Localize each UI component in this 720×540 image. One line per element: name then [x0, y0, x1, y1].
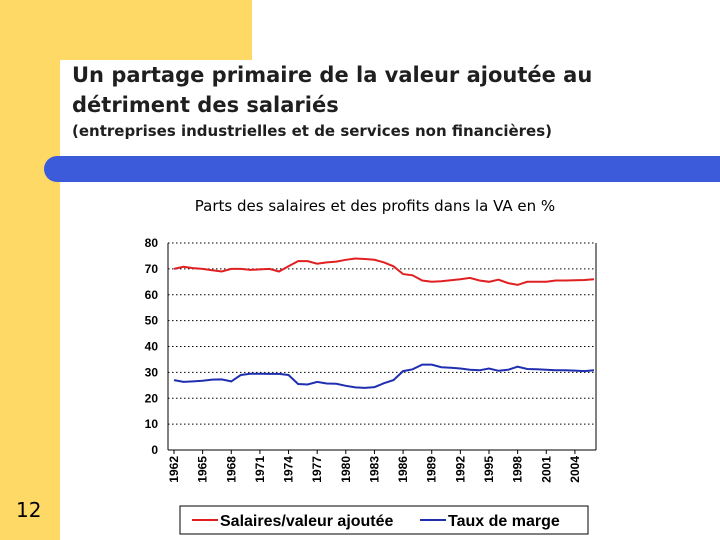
y-tick-label: 80: [145, 236, 159, 250]
title-background: [60, 60, 260, 160]
series-lines: [173, 257, 595, 389]
slide-title: Un partage primaire de la valeur ajoutée…: [72, 63, 593, 117]
blue-divider-band: [44, 156, 720, 182]
x-tick-label: 1968: [224, 456, 238, 483]
left-accent-bar: [0, 0, 60, 540]
series-line-taux-de-marge: [173, 363, 595, 389]
legend: Salaires/valeur ajoutée Taux de marge: [179, 505, 589, 535]
x-tick-label: 1992: [453, 456, 467, 483]
grid-lines: [168, 242, 596, 425]
y-tick-label: 70: [145, 262, 159, 276]
series-line-salaires: [173, 257, 595, 286]
y-tick-label: 30: [145, 365, 159, 379]
legend-label: Salaires/valeur ajoutée: [220, 513, 394, 530]
x-tick-label: 1977: [310, 456, 324, 483]
x-tick-label: 1995: [482, 456, 496, 483]
x-tick-label: 2004: [568, 456, 582, 483]
page-number: 12: [16, 498, 42, 522]
x-tick-label: 1962: [167, 456, 181, 483]
axes: [167, 243, 597, 451]
x-tick-label: 1989: [425, 456, 439, 483]
y-tick-label: 40: [145, 340, 159, 354]
x-tick-label: 1986: [396, 456, 410, 483]
y-tick-label: 20: [145, 391, 159, 405]
legend-box: [179, 505, 589, 535]
y-tick-label: 10: [145, 417, 159, 431]
y-axis-ticks: 0 10 20 30 40 50 60 70 80: [145, 236, 159, 457]
x-tick-label: 1983: [367, 456, 381, 483]
chart-title: Parts des salaires et des profits dans l…: [194, 197, 556, 215]
y-tick-label: 50: [145, 314, 159, 328]
slide-subtitle: (entreprises industrielles et de service…: [72, 122, 553, 140]
legend-label: Taux de marge: [448, 513, 560, 530]
x-tick-label: 1965: [196, 456, 210, 483]
x-tick-label: 1980: [339, 456, 353, 483]
x-axis-ticks: 1962 1965 1968 1971 1974 1977 1980 1983 1986 1989…: [167, 450, 582, 483]
y-tick-label: 60: [145, 288, 159, 302]
x-tick-label: 1998: [511, 456, 525, 483]
x-tick-label: 2001: [539, 456, 553, 483]
x-tick-label: 1974: [282, 456, 296, 483]
x-tick-label: 1971: [253, 456, 267, 483]
y-tick-label: 0: [151, 443, 158, 457]
top-accent-block: [0, 0, 252, 60]
